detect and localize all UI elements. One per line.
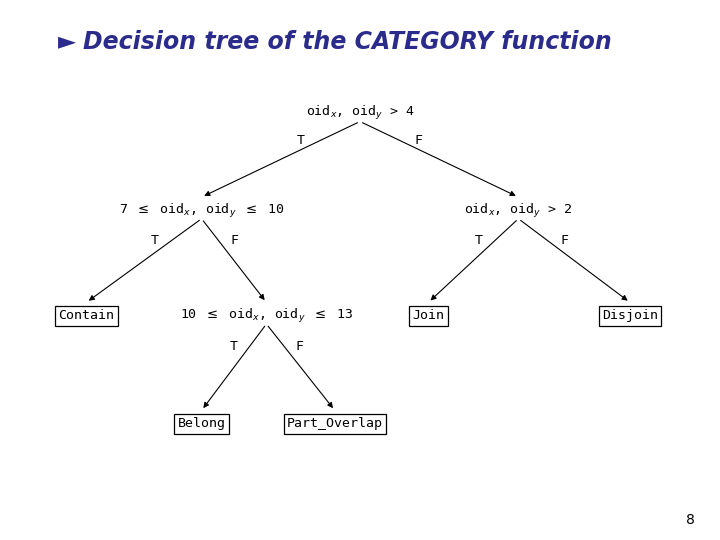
Text: T: T bbox=[151, 234, 159, 247]
Text: Decision tree of the CATEGORY function: Decision tree of the CATEGORY function bbox=[83, 30, 611, 53]
Text: Belong: Belong bbox=[178, 417, 225, 430]
Text: ►: ► bbox=[58, 30, 76, 53]
Text: 10 $\leq$ oid$_x$, oid$_y$ $\leq$ 13: 10 $\leq$ oid$_x$, oid$_y$ $\leq$ 13 bbox=[180, 307, 353, 325]
Text: Disjoin: Disjoin bbox=[602, 309, 658, 322]
Text: 7 $\leq$ oid$_x$, oid$_y$ $\leq$ 10: 7 $\leq$ oid$_x$, oid$_y$ $\leq$ 10 bbox=[119, 201, 284, 220]
Text: F: F bbox=[230, 234, 238, 247]
Text: F: F bbox=[560, 234, 568, 247]
Text: T: T bbox=[230, 340, 238, 353]
Text: T: T bbox=[474, 234, 483, 247]
Text: Join: Join bbox=[413, 309, 444, 322]
Text: Contain: Contain bbox=[58, 309, 114, 322]
Text: oid$_x$, oid$_y$ > 4: oid$_x$, oid$_y$ > 4 bbox=[305, 104, 415, 123]
Text: T: T bbox=[297, 134, 305, 147]
Text: 8: 8 bbox=[686, 512, 695, 526]
Text: oid$_x$, oid$_y$ > 2: oid$_x$, oid$_y$ > 2 bbox=[464, 201, 572, 220]
Text: F: F bbox=[296, 340, 304, 353]
Text: F: F bbox=[415, 134, 423, 147]
Text: Part_Overlap: Part_Overlap bbox=[287, 417, 383, 430]
